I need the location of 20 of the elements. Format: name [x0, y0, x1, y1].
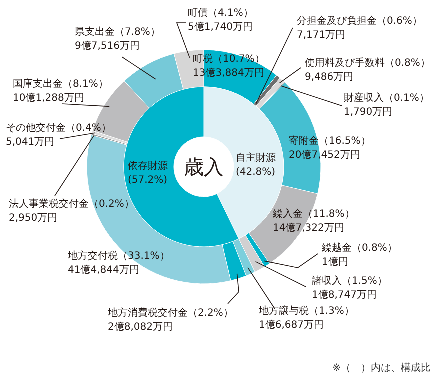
text: ※（ ）内は、構成比 [332, 362, 431, 374]
data-label: (42.8%) [236, 167, 276, 178]
data-label: (57.2%) [128, 175, 168, 186]
slice-label: 依存財源 [128, 160, 168, 172]
slice-label: 法人事業税交付金（0.2%） 2,950万円 [9, 198, 134, 224]
slice-label: 使用料及び手数料（0.8%） 9,486万円 [305, 57, 430, 83]
slice-label: 国庫支出金（8.1%） 10億1,288万円 [13, 78, 108, 104]
slice-label: 繰越金（0.8%） 1億円 [321, 242, 398, 268]
slice-label: 分担金及び負担金（0.6%） 7,171万円 [297, 15, 422, 41]
slice-label: その他交付金（0.4%） 5,041万円 [6, 122, 112, 148]
slice-label: 諸収入（1.5%） 1億8,747万円 [312, 275, 388, 301]
slice-label: 繰入金（11.8%） 14億7,322万円 [272, 208, 355, 234]
slice-label: 自主財源 [236, 152, 276, 164]
text: 歳入 [184, 155, 224, 179]
slice-label: 財産収入（0.1%） 1,790万円 [344, 92, 430, 118]
slice-label: 県支出金（7.8%） 9億7,516万円 [75, 26, 160, 52]
slice-label: 地方交付税（33.1%） 41億4,844万円 [67, 250, 170, 276]
slice-label: 地方消費税交付金（2.2%） 2億8,082万円 [107, 307, 234, 333]
slice-label: 地方譲与税（1.3%） 1億6,687万円 [258, 305, 354, 331]
slice-label: 町債（4.1%） 5億1,740万円 [188, 7, 254, 33]
